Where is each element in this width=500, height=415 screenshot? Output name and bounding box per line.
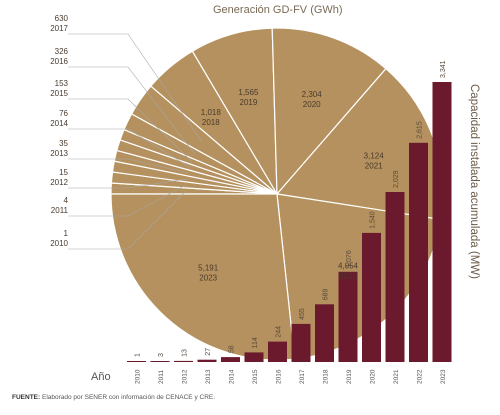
pie-year-2012: 2012 xyxy=(50,178,68,187)
pie-year-2021: 2021 xyxy=(365,162,383,171)
bar-value-label-2017: 455 xyxy=(299,308,306,320)
x-tick-label-2017: 2017 xyxy=(299,369,306,384)
x-tick-label-2010: 2010 xyxy=(135,369,142,384)
source-note: FUENTE: Elaborado por SENER con informac… xyxy=(12,394,215,401)
pie-leader-line-2016 xyxy=(68,66,196,155)
pie-leader-line-2011 xyxy=(68,184,187,217)
bar-2014 xyxy=(221,357,240,362)
bar-2018 xyxy=(315,304,334,362)
x-tick-label-2019: 2019 xyxy=(346,369,353,384)
pie-year-2013: 2013 xyxy=(50,149,68,158)
bar-2015 xyxy=(244,352,264,362)
bar-value-label-2014: 58 xyxy=(229,345,236,353)
pie-leader-line-2014 xyxy=(68,128,190,168)
pie-year-2022: 2022 xyxy=(339,272,357,281)
bar-2013 xyxy=(197,359,217,362)
x-tick-label-2014: 2014 xyxy=(229,369,236,384)
bar-value-label-2023: 3,341 xyxy=(440,60,447,78)
x-tick-label-2011: 2011 xyxy=(158,370,165,384)
bar-2012 xyxy=(174,360,193,362)
pie-value-2014: 76 xyxy=(59,109,68,118)
bar-2010 xyxy=(127,361,146,362)
pie-leader-line-2013 xyxy=(68,158,189,174)
x-axis-title: Año xyxy=(91,371,111,383)
pie-year-2017: 2017 xyxy=(50,24,68,33)
pie-value-2015: 153 xyxy=(55,79,69,88)
bar-2019 xyxy=(338,271,358,362)
bar-2021 xyxy=(385,192,405,362)
x-tick-label-2023: 2023 xyxy=(440,369,447,384)
source-text: Elaborado por SENER con información de C… xyxy=(40,394,216,401)
bar-y-axis-title: Capacidad instalada acumulada (MW) xyxy=(468,84,480,279)
bar-2022 xyxy=(409,142,428,362)
chart-labels: 1201042011152012352013762014153201532620… xyxy=(50,14,447,384)
x-tick-label-2021: 2021 xyxy=(393,369,400,384)
pie-value-2022: 4,054 xyxy=(338,262,359,271)
bar-2020 xyxy=(362,232,381,362)
bar-2016 xyxy=(268,341,287,362)
pie-value-2018: 1,018 xyxy=(201,108,222,117)
bar-value-label-2010: 1 xyxy=(135,353,142,357)
pie-value-2011: 4 xyxy=(64,196,69,205)
pie-year-2020: 2020 xyxy=(303,100,321,109)
bar-value-label-2021: 2,029 xyxy=(393,170,400,188)
pie-leader-line-2012 xyxy=(68,178,188,189)
bar-value-label-2013: 27 xyxy=(205,348,212,356)
source-label: FUENTE: xyxy=(12,394,41,401)
bar-value-label-2019: 1,076 xyxy=(346,250,353,268)
x-tick-label-2016: 2016 xyxy=(276,369,283,384)
bar-value-label-2022: 2,615 xyxy=(417,121,424,139)
pie-value-2019: 1,565 xyxy=(238,88,259,97)
pie-leader-line-2017 xyxy=(68,33,203,143)
x-tick-label-2015: 2015 xyxy=(252,369,259,384)
bar-2011 xyxy=(150,361,170,362)
pie-year-2018: 2018 xyxy=(202,118,220,127)
pie-year-2011: 2011 xyxy=(51,206,69,215)
pie-leader-lines xyxy=(68,33,203,250)
pie-value-2023: 5,191 xyxy=(198,264,219,273)
pie-year-2023: 2023 xyxy=(199,274,217,283)
pie-value-2010: 1 xyxy=(64,229,69,238)
bar-value-label-2012: 13 xyxy=(182,349,189,357)
bar-value-label-2020: 1,540 xyxy=(370,211,377,229)
bar-value-label-2016: 244 xyxy=(276,326,283,338)
bar-value-label-2011: 3 xyxy=(158,353,165,357)
pie-year-2016: 2016 xyxy=(50,57,68,66)
pie-title: Generación GD-FV (GWh) xyxy=(213,4,343,16)
pie-leader-line-2015 xyxy=(68,98,192,162)
x-tick-label-2012: 2012 xyxy=(182,369,189,384)
bar-2023 xyxy=(432,82,452,362)
pie-year-2010: 2010 xyxy=(50,239,68,248)
bar-2017 xyxy=(291,323,311,362)
pie-year-2014: 2014 xyxy=(50,119,68,128)
pie-year-2015: 2015 xyxy=(50,89,68,98)
bar-chart xyxy=(127,82,452,362)
x-tick-label-2020: 2020 xyxy=(370,369,377,384)
bar-value-label-2015: 114 xyxy=(252,337,259,348)
pie-year-2019: 2019 xyxy=(240,98,258,107)
x-tick-label-2018: 2018 xyxy=(323,369,330,384)
pie-value-2013: 35 xyxy=(59,139,68,148)
x-tick-label-2013: 2013 xyxy=(205,369,212,384)
pie-value-2017: 630 xyxy=(55,14,69,23)
pie-value-2021: 3,124 xyxy=(364,152,385,161)
pie-value-2016: 326 xyxy=(55,47,69,56)
pie-slice-2020 xyxy=(271,27,387,196)
pie-value-2012: 15 xyxy=(59,168,68,177)
pie-value-2020: 2,304 xyxy=(302,90,323,99)
pie-leader-line-2010 xyxy=(68,190,187,250)
x-tick-label-2022: 2022 xyxy=(417,369,424,384)
bar-value-label-2018: 689 xyxy=(323,289,330,301)
